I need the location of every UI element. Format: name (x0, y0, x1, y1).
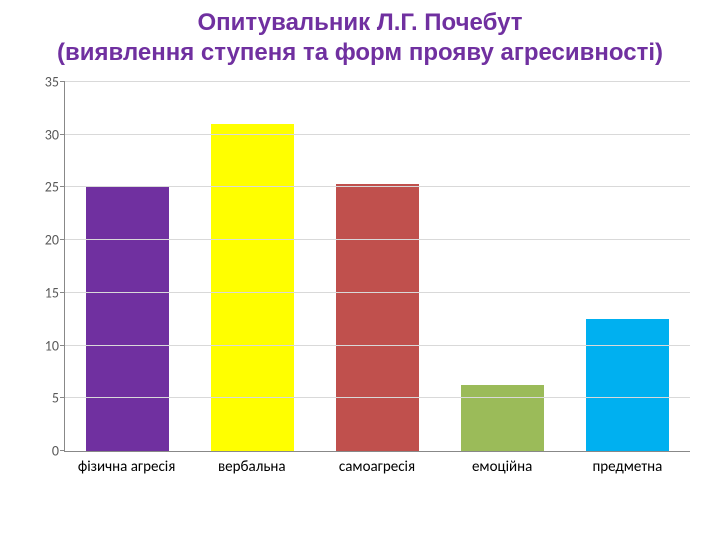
gridline (65, 186, 690, 187)
y-axis-label: 35 (45, 74, 65, 91)
bar (461, 385, 544, 451)
bar (86, 187, 169, 451)
y-axis-label: 20 (45, 232, 65, 249)
gridline (65, 239, 690, 240)
title-line-2: (виявлення ступеня та форм прояву агреси… (40, 38, 680, 68)
gridline (65, 134, 690, 135)
bar (211, 124, 294, 451)
bar-slot (65, 82, 190, 451)
bar (336, 184, 419, 451)
bar-slot (190, 82, 315, 451)
bar-slot (565, 82, 690, 451)
plot-area: 05101520253035 (64, 82, 690, 452)
gridline (65, 397, 690, 398)
x-axis-labels: фізична агресіявербальнасамоагресіяемоці… (64, 452, 690, 476)
y-axis-label: 0 (52, 443, 65, 460)
chart-title: Опитувальник Л.Г. Почебут (виявлення сту… (0, 0, 720, 72)
bars-layer (65, 82, 690, 451)
y-axis-label: 10 (45, 337, 65, 354)
y-axis-label: 5 (52, 390, 65, 407)
y-axis-label: 30 (45, 126, 65, 143)
y-axis-label: 25 (45, 179, 65, 196)
bar (586, 319, 669, 451)
bar-slot (315, 82, 440, 451)
title-line-1: Опитувальник Л.Г. Почебут (40, 8, 680, 38)
gridline (65, 292, 690, 293)
x-axis-label: предметна (565, 452, 690, 476)
x-axis-label: самоагресія (314, 452, 439, 476)
x-axis-label: фізична агресія (64, 452, 189, 476)
chart-container: 05101520253035 фізична агресіявербальнас… (30, 82, 690, 476)
bar-slot (440, 82, 565, 451)
x-axis-label: вербальна (189, 452, 314, 476)
y-axis-label: 15 (45, 284, 65, 301)
gridline (65, 345, 690, 346)
gridline (65, 81, 690, 82)
x-axis-label: емоційна (440, 452, 565, 476)
